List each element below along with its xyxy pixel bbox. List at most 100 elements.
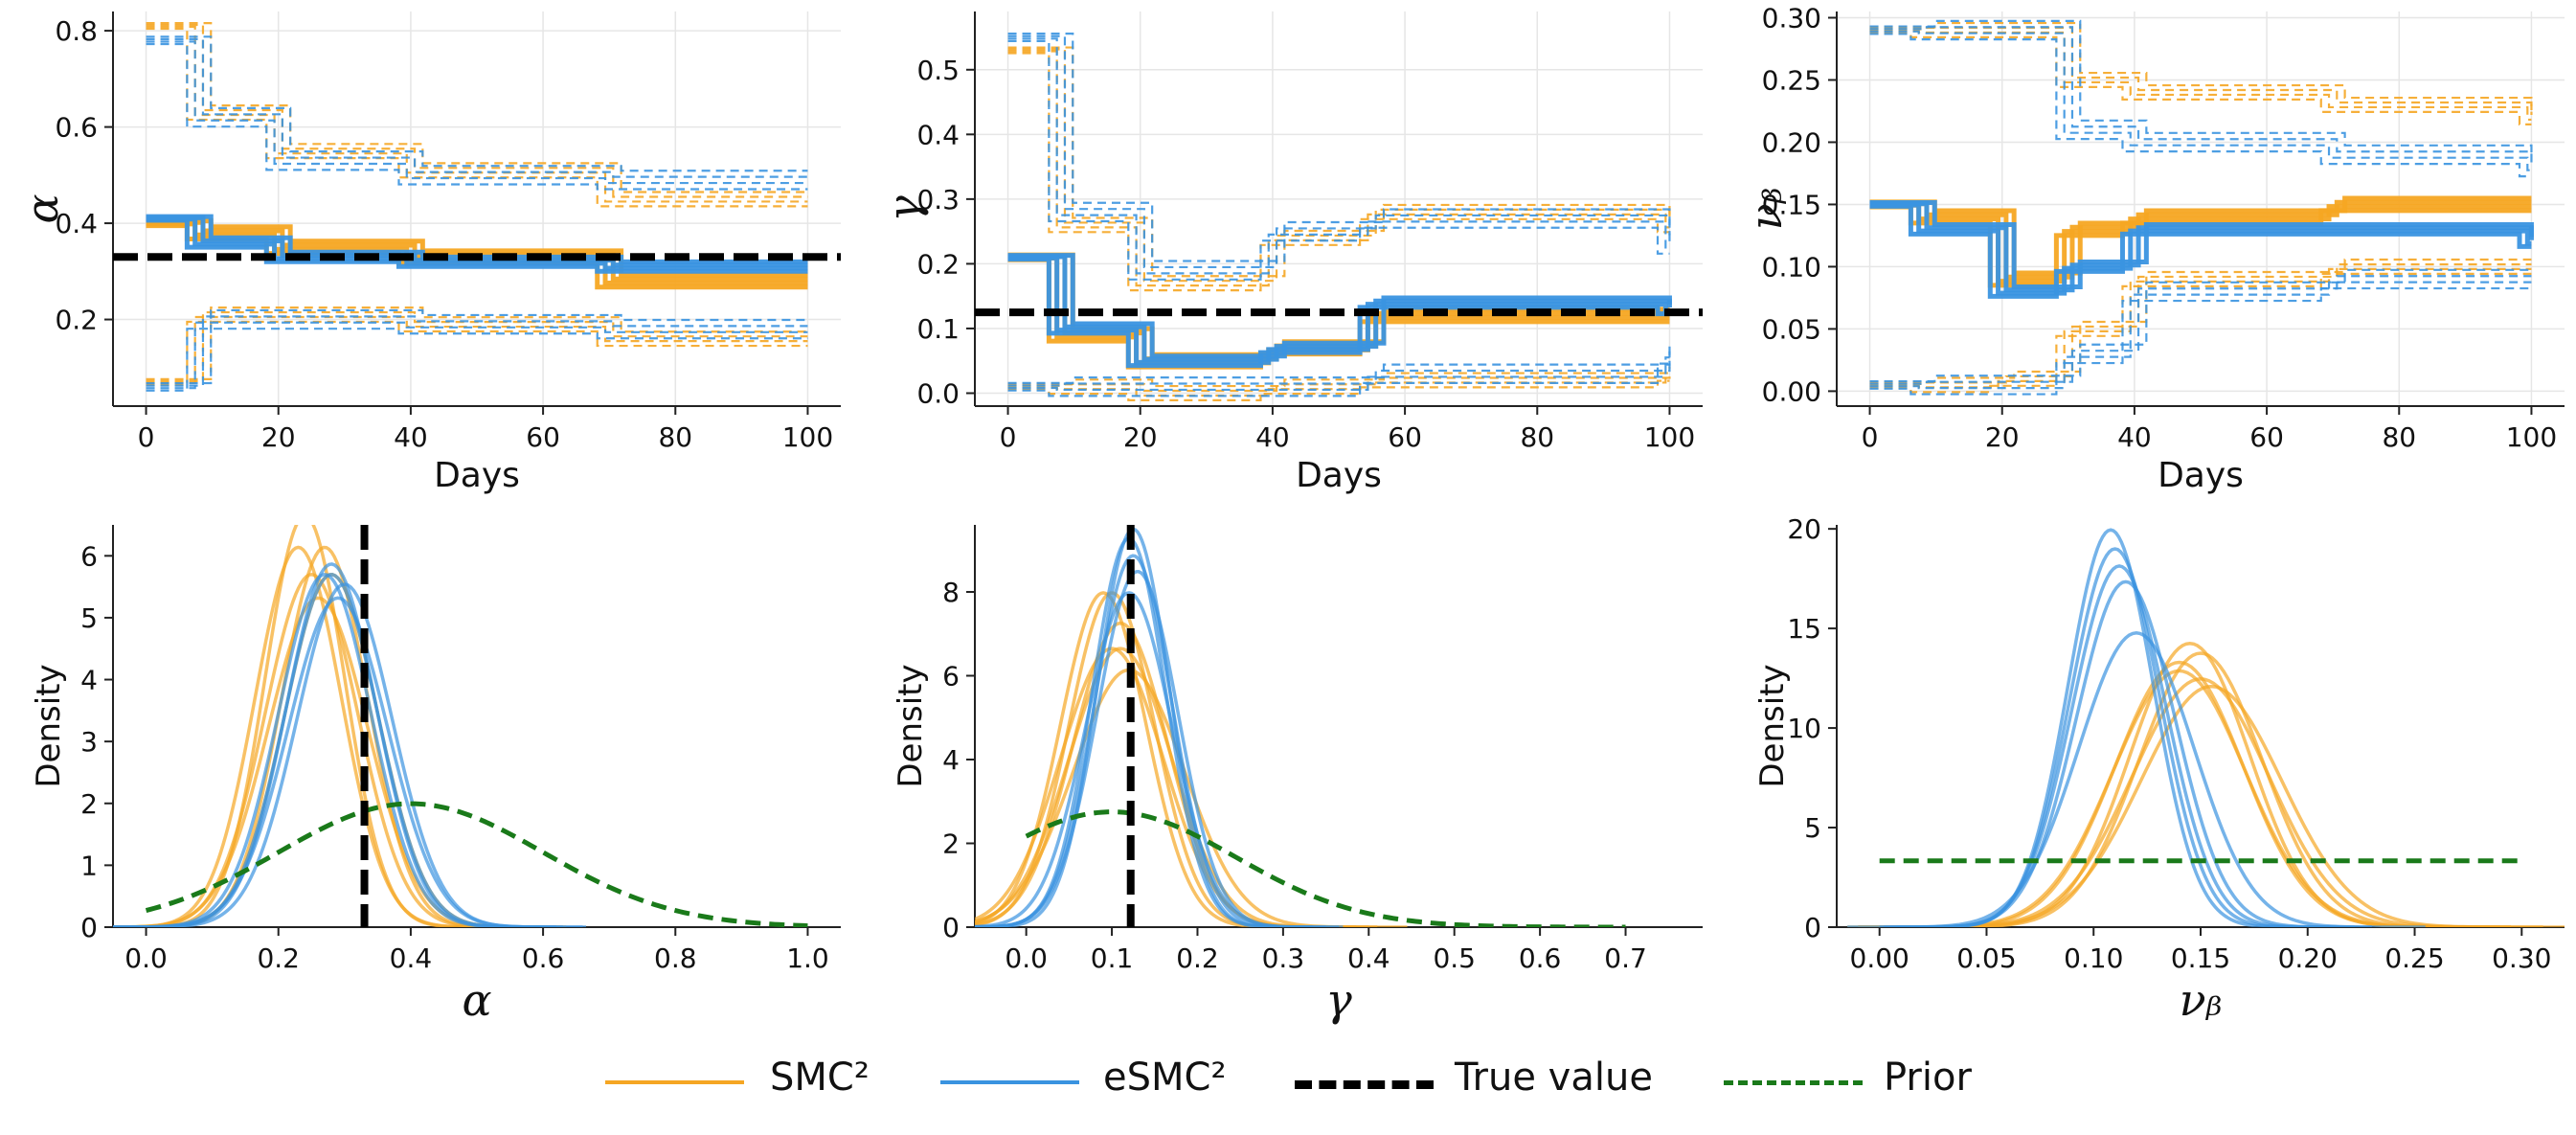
y-tick-label: 2 xyxy=(942,829,960,860)
y-tick-label: 20 xyxy=(1787,513,1821,545)
x-tick-label: 20 xyxy=(261,421,296,453)
esmc2-trace-mean xyxy=(1869,203,2532,299)
y-tick-label: 5 xyxy=(1804,812,1821,844)
legend-swatch-true-value xyxy=(1295,1080,1434,1089)
esmc2-trace-lower xyxy=(146,308,808,385)
esmc2-density-curve xyxy=(113,582,583,927)
prior-curve xyxy=(1025,809,1626,927)
x-axis-label: α xyxy=(462,974,491,1026)
y-tick-label: 0.0 xyxy=(916,377,960,409)
y-tick-label: 10 xyxy=(1787,713,1821,744)
esmc2-trace-upper xyxy=(1869,33,2532,178)
x-tick-label: 0.6 xyxy=(522,942,565,974)
x-tick-label: 0 xyxy=(138,421,155,453)
x-tick-label: 100 xyxy=(1644,421,1695,453)
x-tick-label: 0.2 xyxy=(1176,942,1219,974)
smc2-trace-lower xyxy=(1869,272,2532,394)
y-tick-label: 0 xyxy=(80,912,98,943)
esmc2-trace-upper xyxy=(146,37,808,178)
plot-area xyxy=(1869,19,2534,396)
y-tick-label: 0.6 xyxy=(55,112,98,144)
esmc2-density-curve xyxy=(113,573,556,927)
smc2-trace-upper xyxy=(1007,50,1670,287)
panel-trace-nu: 0 20 40 60 80 100 0.00 0.05 0.10 0.15 0.20 0.25 0.30… xyxy=(1740,2,2565,495)
x-tick-label: 0.25 xyxy=(2384,942,2444,974)
y-tick-label: 4 xyxy=(80,665,98,696)
y-tick-label: 0.5 xyxy=(916,55,960,86)
y-tick-label: 0.00 xyxy=(1762,375,1821,407)
x-tick-label: 0.0 xyxy=(1005,942,1048,974)
smc2-trace-lower xyxy=(1869,258,2532,384)
x-tick-label: 0.30 xyxy=(2492,942,2551,974)
esmc2-density-curve xyxy=(113,596,587,927)
y-tick-label: 0 xyxy=(1804,912,1821,943)
esmc2-trace-upper xyxy=(1007,39,1670,281)
esmc2-trace-lower xyxy=(1007,351,1671,387)
esmc2-trace-mean xyxy=(1007,253,1672,359)
y-axis-label: Density xyxy=(892,664,930,787)
y-tick-label: 6 xyxy=(942,661,960,692)
y-tick-label: 6 xyxy=(80,540,98,572)
smc2-density-curve xyxy=(975,647,1378,927)
smc2-trace-lower xyxy=(1007,371,1671,393)
x-tick-label: 0 xyxy=(1862,421,1879,453)
esmc2-density-curve xyxy=(1879,579,2372,927)
x-axis-label: γ xyxy=(1325,974,1352,1026)
esmc2-trace-lower xyxy=(1869,286,2532,396)
smc2-density-curve xyxy=(1858,677,2543,927)
smc2-trace-upper xyxy=(146,27,808,208)
x-tick-label: 100 xyxy=(2506,421,2557,453)
x-axis-label: Days xyxy=(434,456,520,495)
panel-trace-gamma: 0 20 40 60 80 100 0.0 0.1 0.2 0.3 0.4 0.5 Days γ xyxy=(878,11,1703,495)
y-axis-label: Density xyxy=(30,664,68,787)
x-tick-label: 0.1 xyxy=(1091,942,1134,974)
plot-area xyxy=(975,525,1626,927)
x-tick-label: 80 xyxy=(2382,421,2416,453)
esmc2-trace-mean xyxy=(1869,202,2532,296)
y-tick-label: 1 xyxy=(80,850,98,881)
y-tick-label: 0.10 xyxy=(1762,251,1821,283)
x-tick-label: 0.6 xyxy=(1519,942,1562,974)
x-axis-label: Days xyxy=(2158,456,2244,495)
esmc2-trace-upper xyxy=(1007,37,1670,275)
x-tick-label: 60 xyxy=(1388,421,1422,453)
x-axis-label: νᵦ xyxy=(2180,974,2223,1026)
prior-curve xyxy=(145,801,808,927)
plot-area xyxy=(975,33,1703,402)
esmc2-trace-upper xyxy=(146,42,808,191)
smc2-trace-lower xyxy=(146,310,808,382)
x-tick-label: 20 xyxy=(1123,421,1158,453)
legend-label-true-value: True value xyxy=(1455,1056,1653,1100)
y-tick-label: 2 xyxy=(80,788,98,820)
esmc2-trace-upper xyxy=(1869,19,2533,158)
legend-swatch-smc2 xyxy=(605,1080,744,1084)
x-tick-label: 0.8 xyxy=(654,942,697,974)
x-tick-label: 40 xyxy=(394,421,428,453)
y-tick-label: 0.20 xyxy=(1762,126,1821,158)
legend-swatch-prior xyxy=(1724,1080,1863,1085)
x-tick-label: 80 xyxy=(658,421,692,453)
esmc2-trace-lower xyxy=(1869,268,2532,383)
smc2-trace-lower xyxy=(146,315,808,384)
y-tick-label: 0.2 xyxy=(55,305,98,336)
x-tick-label: 60 xyxy=(526,421,560,453)
y-tick-label: 0.2 xyxy=(916,248,960,280)
esmc2-trace-upper xyxy=(1007,34,1671,269)
esmc2-trace-upper xyxy=(1869,30,2532,171)
esmc2-density-curve xyxy=(1896,528,2325,927)
x-tick-label: 40 xyxy=(1255,421,1290,453)
panel-trace-alpha: 0 20 40 60 80 100 0.2 0.4 0.6 0.8 Days α xyxy=(16,11,841,495)
y-tick-label: 0.05 xyxy=(1762,313,1821,345)
y-tick-label: 0.4 xyxy=(916,119,960,150)
esmc2-density-curve xyxy=(975,527,1314,927)
plot-area xyxy=(113,525,808,927)
esmc2-density-curve xyxy=(975,536,1314,927)
y-axis-label: νᵦ xyxy=(1740,188,1792,231)
plot-area xyxy=(113,22,841,392)
y-tick-label: 0.8 xyxy=(55,15,98,47)
smc2-trace-mean xyxy=(1869,199,2532,280)
x-tick-label: 0.3 xyxy=(1262,942,1305,974)
x-tick-label: 0 xyxy=(1000,421,1017,453)
esmc2-trace-lower xyxy=(146,315,808,387)
